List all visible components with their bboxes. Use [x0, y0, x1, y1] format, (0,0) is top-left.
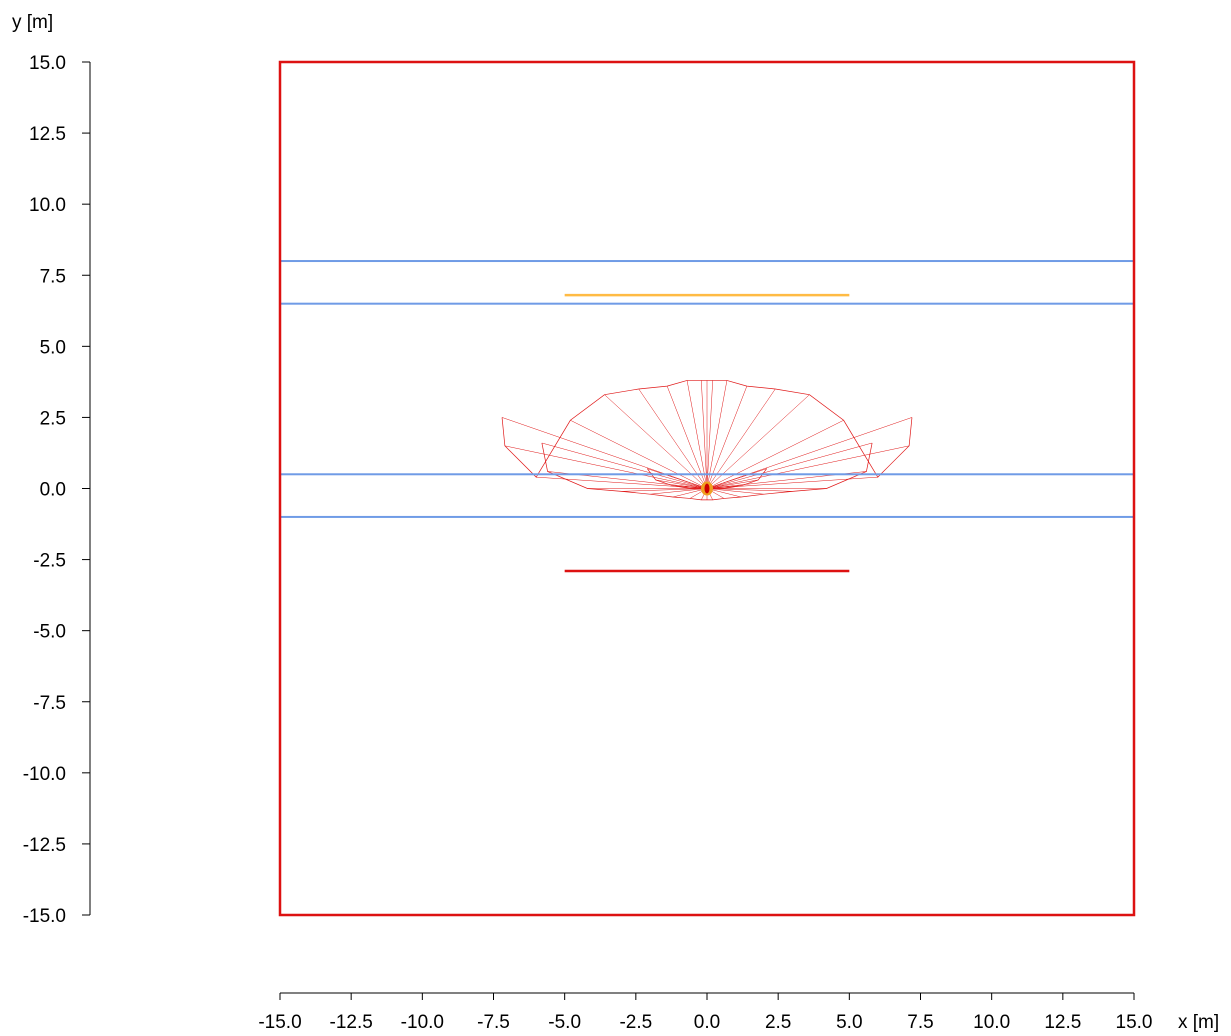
pattern-ray [570, 420, 708, 489]
x-axis-label: x [m] [1178, 1012, 1219, 1033]
x-tick-label: -15.0 [258, 1012, 301, 1033]
x-tick-label: 10.0 [973, 1012, 1010, 1033]
y-tick-label: 0.0 [40, 480, 66, 501]
x-tick-label: -5.0 [548, 1012, 581, 1033]
band-0 [279, 260, 1135, 305]
y-tick-label: 12.5 [29, 124, 66, 145]
pattern-ray [706, 420, 844, 489]
pattern-ray [504, 445, 708, 489]
x-ticks: -15.0 -12.5 -10.0 -7.5 -5.0 -2.5 0.0 2.5 5.0 7.5 1… [258, 993, 1152, 1033]
y-axis: y [m] 15.0 12.5 10.0 7.5 5.0 2.5 0.0 -2.5 -5.0 -7… [12, 12, 91, 927]
pattern-ray [706, 380, 713, 489]
segments [564, 293, 850, 573]
x-tick-label: 7.5 [907, 1012, 933, 1033]
y-tick-label: 5.0 [40, 337, 66, 358]
x-tick-label: -2.5 [619, 1012, 652, 1033]
y-tick-label: -5.0 [33, 622, 66, 643]
pattern-ray [501, 417, 708, 489]
y-tick-label: 2.5 [40, 408, 66, 429]
outer-boundary [278, 60, 1136, 917]
y-tick-label: -2.5 [33, 551, 66, 572]
y-tick-label: -15.0 [23, 906, 66, 927]
y-tick-label: 10.0 [29, 195, 66, 216]
y-axis-label: y [m] [12, 12, 53, 33]
pattern-ray [706, 388, 776, 489]
x-tick-label: 15.0 [1116, 1012, 1153, 1033]
pattern-ray [604, 394, 708, 489]
pattern-ray [706, 488, 764, 495]
x-tick-label: 0.0 [694, 1012, 720, 1033]
y-tick-label: -12.5 [23, 835, 66, 856]
y-tick-label: -10.0 [23, 764, 66, 785]
pattern-ray [666, 386, 708, 489]
pattern-ray [638, 388, 708, 489]
pattern-ray [647, 468, 708, 489]
x-tick-label: -12.5 [330, 1012, 373, 1033]
pattern-ray [701, 380, 708, 489]
x-tick-label: 2.5 [765, 1012, 791, 1033]
pattern-ray [706, 394, 810, 489]
pattern-ray [686, 380, 708, 489]
x-tick-label: 5.0 [836, 1012, 862, 1033]
pattern-ray [706, 479, 759, 489]
pattern-ray [650, 488, 708, 495]
pattern-ray [706, 442, 873, 489]
pattern-ray [541, 442, 708, 489]
source-core [704, 483, 710, 494]
pattern-ray [706, 488, 793, 492]
y-tick-label: -7.5 [33, 693, 66, 714]
x-tick-label: 12.5 [1044, 1012, 1081, 1033]
x-tick-label: -10.0 [401, 1012, 444, 1033]
y-tick-label: 7.5 [40, 266, 66, 287]
pattern-ray [706, 468, 767, 489]
pattern-ray [706, 386, 748, 489]
y-tick-label: 15.0 [29, 53, 66, 74]
pattern-ray [621, 488, 708, 492]
pattern-ray [706, 445, 910, 489]
x-axis: x [m] -15.0 -12.5 -10.0 -7.5 -5.0 -2.5 0.0 2.5 5… [258, 992, 1219, 1033]
x-tick-label: -7.5 [477, 1012, 510, 1033]
pattern-ray [706, 380, 728, 489]
pattern-ray [655, 479, 708, 489]
source-point [701, 481, 713, 496]
drawing-area [278, 60, 1136, 917]
y-ticks: 15.0 12.5 10.0 7.5 5.0 2.5 0.0 -2.5 -5.0 -7.5 -10.… [23, 53, 90, 927]
pattern-ray [706, 417, 913, 489]
